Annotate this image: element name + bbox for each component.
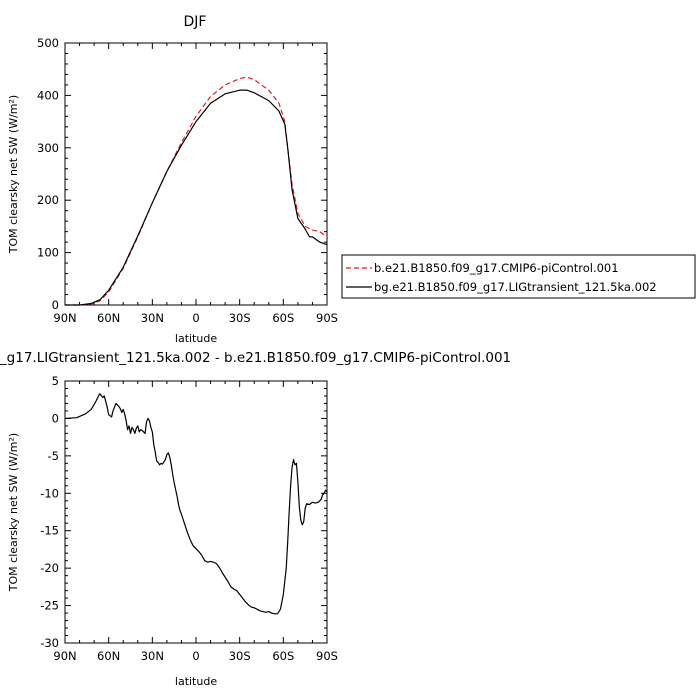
chart-top-legend: b.e21.B1850.f09_g17.CMIP6-piControl.001 …: [341, 254, 696, 299]
bottom-x-tick-label: 90N: [53, 649, 76, 663]
top-y-tick-label: 0: [52, 298, 59, 312]
legend-label-transient: bg.e21.B1850.f09_g17.LIGtransient_121.5k…: [374, 280, 657, 294]
top-y-tick-label: 400: [37, 88, 59, 102]
bottom-y-tick-label: -10: [40, 486, 59, 500]
top-x-tick-label: 30S: [229, 311, 251, 325]
top-x-tick-label: 60N: [97, 311, 120, 325]
bottom-y-tick-label: -5: [48, 449, 59, 463]
chart-top-plot-frame: [64, 42, 328, 306]
chart-top-title: DJF: [184, 14, 207, 30]
bottom-y-tick-label: -30: [40, 636, 59, 650]
bottom-x-tick-label: 30S: [229, 649, 251, 663]
bottom-y-tick-label: 5: [52, 374, 59, 388]
legend-box: [341, 254, 696, 299]
chart-top-y-ticks: 0 100 200 300 400 500: [37, 36, 327, 312]
bottom-x-tick-label: 60N: [97, 649, 120, 663]
bottom-series-line-0: [64, 393, 328, 615]
chart-top: DJF 0 100 200 300 400 500 90N 60N 30N 0 30S 60S 90S…: [7, 14, 338, 345]
bottom-y-tick-label: 0: [52, 411, 59, 425]
chart-bottom-series: [64, 393, 328, 615]
chart-top-x-ticks: 90N 60N 30N 0 30S 60S 90S: [53, 43, 338, 325]
top-series-line-0: [65, 76, 328, 306]
top-x-tick-label: 60S: [272, 311, 294, 325]
chart-top-ylabel: TOM clearsky net SW (W/m²): [7, 95, 20, 254]
bottom-x-tick-label: 0: [192, 649, 199, 663]
chart-bottom-title: bg.e21.B1850.f09_g17.LIGtransient_121.5k…: [0, 350, 511, 366]
top-y-tick-label: 300: [37, 141, 59, 155]
top-y-tick-label: 100: [37, 246, 59, 260]
chart-bottom-x-ticks: 90N 60N 30N 0 30S 60S 90S: [53, 381, 338, 663]
chart-top-xlabel: latitude: [175, 332, 217, 345]
legend-label-control: b.e21.B1850.f09_g17.CMIP6-piControl.001: [374, 261, 619, 275]
top-x-tick-label: 30N: [141, 311, 164, 325]
bottom-x-tick-label: 30N: [141, 649, 164, 663]
bottom-y-tick-label: -15: [40, 524, 59, 538]
top-x-tick-label: 90N: [53, 311, 76, 325]
top-x-tick-label: 90S: [316, 311, 338, 325]
top-x-tick-label: 0: [192, 311, 199, 325]
bottom-y-tick-label: -25: [40, 599, 59, 613]
chart-top-series: [65, 76, 328, 306]
chart-bottom-xlabel: latitude: [175, 675, 217, 688]
chart-bottom-ylabel: TOM clearsky net SW (W/m²): [7, 433, 20, 592]
top-y-tick-label: 200: [37, 193, 59, 207]
top-series-line-1: [65, 89, 328, 306]
bottom-x-tick-label: 60S: [272, 649, 294, 663]
bottom-y-tick-label: -20: [40, 561, 59, 575]
top-y-tick-label: 500: [37, 36, 59, 50]
chart-bottom-plot-frame: [64, 380, 328, 644]
bottom-x-tick-label: 90S: [316, 649, 338, 663]
chart-bottom: bg.e21.B1850.f09_g17.LIGtransient_121.5k…: [0, 350, 511, 688]
chart-bottom-y-ticks: 5 0 -5 -10 -15 -20 -25 -30: [40, 374, 327, 650]
